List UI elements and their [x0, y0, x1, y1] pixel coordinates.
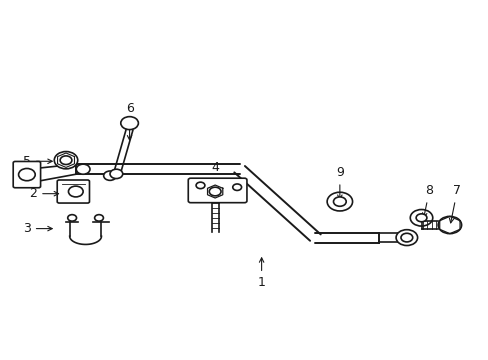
Circle shape [415, 214, 426, 222]
Circle shape [400, 233, 412, 242]
Text: 3: 3 [23, 222, 52, 235]
Text: 4: 4 [211, 161, 219, 198]
Circle shape [94, 215, 103, 221]
Circle shape [409, 210, 432, 226]
FancyBboxPatch shape [188, 178, 246, 203]
Circle shape [110, 169, 122, 179]
Circle shape [68, 186, 83, 197]
FancyBboxPatch shape [57, 180, 89, 203]
Circle shape [333, 197, 346, 206]
Text: 7: 7 [448, 184, 460, 223]
Text: 2: 2 [29, 187, 59, 200]
Circle shape [76, 164, 90, 174]
Circle shape [19, 168, 35, 181]
Text: 6: 6 [125, 102, 133, 140]
Circle shape [437, 216, 461, 234]
Circle shape [60, 156, 72, 165]
Circle shape [395, 230, 417, 246]
Text: 5: 5 [23, 155, 52, 168]
Circle shape [196, 182, 204, 189]
Circle shape [103, 171, 116, 180]
Circle shape [232, 184, 241, 190]
Text: 1: 1 [257, 258, 265, 289]
Text: 8: 8 [422, 184, 432, 217]
Circle shape [67, 215, 76, 221]
Circle shape [121, 117, 138, 130]
Circle shape [209, 187, 221, 196]
FancyBboxPatch shape [13, 161, 41, 188]
Circle shape [326, 192, 352, 211]
Text: 9: 9 [335, 166, 343, 199]
Circle shape [54, 152, 78, 169]
